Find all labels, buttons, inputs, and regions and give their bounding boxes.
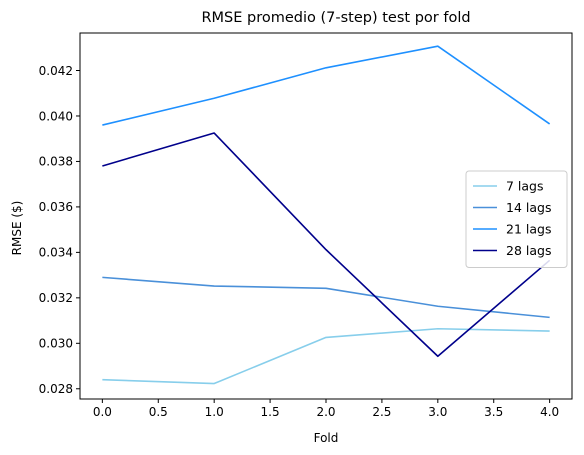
y-tick-label: 0.034 [39, 246, 73, 260]
y-tick-label: 0.032 [39, 291, 73, 305]
y-axis: 0.028 0.030 0.032 0.034 0.036 0.038 0.040 0.042 [39, 64, 80, 396]
legend-label: 7 lags [506, 179, 544, 194]
legend-box [465, 170, 568, 268]
x-tick-label: 3.5 [484, 405, 503, 419]
x-tick-label: 2.0 [316, 405, 335, 419]
y-tick-label: 0.036 [39, 200, 73, 214]
y-tick-label: 0.040 [39, 109, 73, 123]
y-tick-label: 0.042 [39, 64, 73, 78]
series-line-7-lags [102, 327, 550, 385]
y-tick-label: 0.038 [39, 155, 73, 169]
legend-label: 14 lags [506, 200, 551, 215]
x-tick-label: 0.5 [149, 405, 168, 419]
x-tick-label: 3.0 [428, 405, 447, 419]
legend: 7 lags 14 lags 21 lags 28 lags [465, 170, 568, 268]
series-line-14-lags [102, 276, 550, 319]
legend-label: 28 lags [506, 243, 551, 258]
legend-label: 21 lags [506, 222, 551, 237]
y-tick-label: 0.028 [39, 382, 73, 396]
x-tick-label: 2.5 [372, 405, 391, 419]
x-tick-label: 1.0 [205, 405, 224, 419]
x-axis-label: Fold [314, 431, 339, 445]
y-axis-label: RMSE ($) [10, 201, 24, 256]
x-tick-label: 1.5 [261, 405, 280, 419]
x-tick-label: 0.0 [93, 405, 112, 419]
y-tick-label: 0.030 [39, 337, 73, 351]
chart-title: RMSE promedio (7-step) test por fold [201, 10, 470, 26]
series-line-28-lags [102, 132, 551, 358]
x-axis: 0.0 0.5 1.0 1.5 2.0 2.5 3.0 3.5 4.0 [93, 399, 559, 419]
series-line-21-lags [102, 45, 551, 126]
series-lines [102, 45, 551, 385]
x-tick-label: 4.0 [540, 405, 559, 419]
